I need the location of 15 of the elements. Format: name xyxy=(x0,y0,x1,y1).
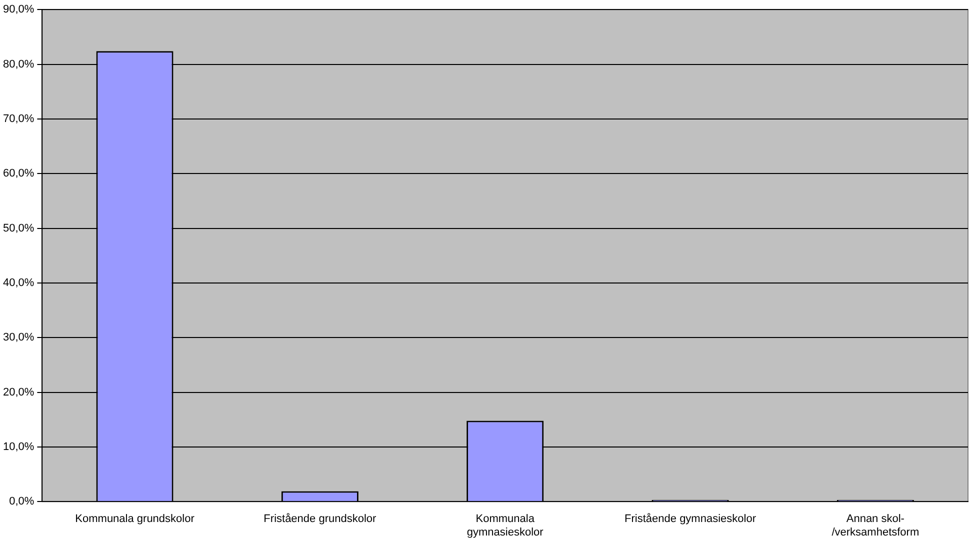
y-tick-label: 60,0% xyxy=(2,168,34,180)
y-tick-label: 80,0% xyxy=(2,58,34,70)
x-tick-label: Annan skol- /verksamhetsform xyxy=(832,513,920,538)
y-tick-label: 70,0% xyxy=(2,112,34,125)
y-tick-label: 50,0% xyxy=(2,222,34,234)
x-tick-label: Kommunala gymnasieskolor xyxy=(466,513,544,538)
y-tick-label: 10,0% xyxy=(2,440,34,453)
y-tick-label: 20,0% xyxy=(2,386,34,398)
x-tick-label: Fristående gymnasieskolor xyxy=(624,513,756,526)
y-tick-label: 40,0% xyxy=(2,276,34,289)
y-tick-label: 30,0% xyxy=(2,332,34,344)
y-tick-label: 90,0% xyxy=(2,4,34,16)
x-tick-label: Fristående grundskolor xyxy=(264,513,377,526)
y-tick-label: 0,0% xyxy=(9,496,34,508)
x-tick-label: Kommunala grundskolor xyxy=(75,513,195,526)
